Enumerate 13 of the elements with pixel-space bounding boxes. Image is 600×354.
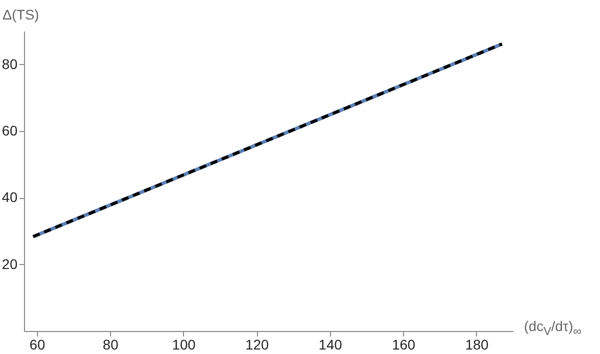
x-tick-label: 60 [30,336,46,352]
y-axis-title: Δ(TS) [2,6,40,22]
x-tick-label: 120 [245,336,269,352]
x-tick-label: 100 [172,336,196,352]
y-tick-label: 40 [2,189,18,206]
x-tick-label: 180 [465,336,489,352]
y-tick-label: 80 [2,56,18,72]
x-tick-label: 80 [102,336,119,352]
y-tick-label: 20 [2,256,18,272]
x-axis-title: (dc$_{V}$/dτ)$_{∞}$ [524,318,582,338]
x-tick-label: 140 [318,336,342,352]
y-tick-label: 60 [2,122,18,138]
x-tick-label: 160 [392,336,416,352]
